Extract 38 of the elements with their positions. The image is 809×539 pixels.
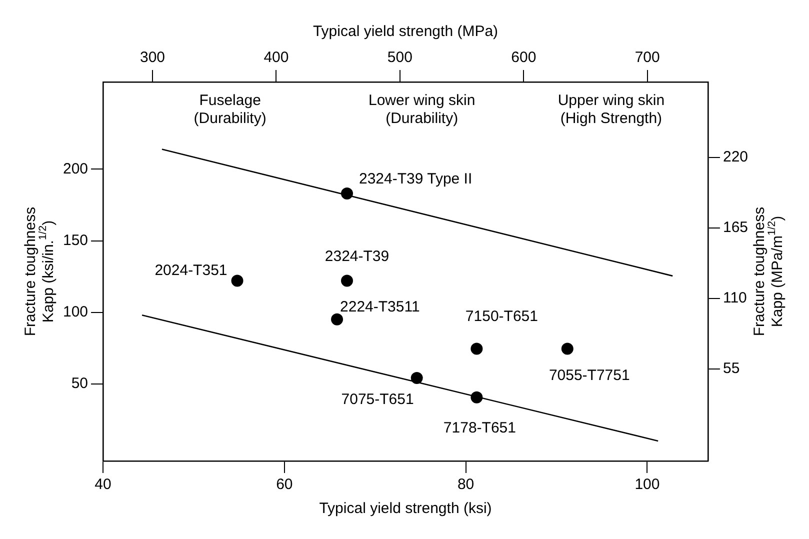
x-axis-title: Typical yield strength (ksi)	[319, 500, 492, 518]
annotation: 2324-T39	[324, 248, 390, 265]
point	[470, 342, 483, 355]
x2-tick-label: 700	[634, 49, 660, 66]
y2-tick-label: 220	[722, 148, 748, 166]
annotation: 7055-T7751	[548, 366, 630, 384]
annotation: 7150-T651	[465, 308, 538, 325]
y2-tick-label: 55	[722, 360, 740, 377]
x-tick-label: 60	[276, 476, 293, 494]
x2-tick-label: 500	[387, 49, 412, 66]
x-tick-label: 40	[94, 476, 112, 494]
y-tick-label: 50	[71, 374, 88, 392]
x-tick-label: 80	[457, 476, 474, 494]
annotation: 7178-T651	[443, 419, 516, 436]
x2-tick-label: 400	[264, 49, 289, 66]
x2-tick-label: 300	[140, 49, 166, 66]
y-tick-label: 150	[62, 232, 88, 249]
point	[331, 313, 344, 326]
y2-tick-label: 165	[722, 219, 748, 236]
annotation: Lower wing skin (Durability)	[368, 92, 476, 128]
annotation: Upper wing skin (High Strength)	[558, 92, 665, 128]
y-tick-label: 200	[62, 160, 88, 178]
point	[231, 274, 244, 287]
x-tick-label: 100	[634, 476, 660, 494]
annotation: 2024-T351	[154, 262, 228, 279]
x2-tick-label: 600	[511, 49, 536, 66]
annotation: 7075-T651	[341, 391, 414, 408]
point	[470, 391, 483, 404]
annotation: 2324-T39 Type II	[359, 170, 472, 188]
y2-tick-label: 110	[722, 290, 747, 307]
point	[561, 342, 574, 355]
y-tick-label: 100	[62, 303, 88, 320]
annotation: Fuselage (Durability)	[194, 92, 266, 128]
point	[341, 188, 353, 200]
x2-axis-title: Typical yield strength (MPa)	[312, 23, 498, 40]
annotation: 2224-T3511	[340, 298, 420, 316]
point	[410, 372, 423, 384]
point	[341, 274, 353, 287]
